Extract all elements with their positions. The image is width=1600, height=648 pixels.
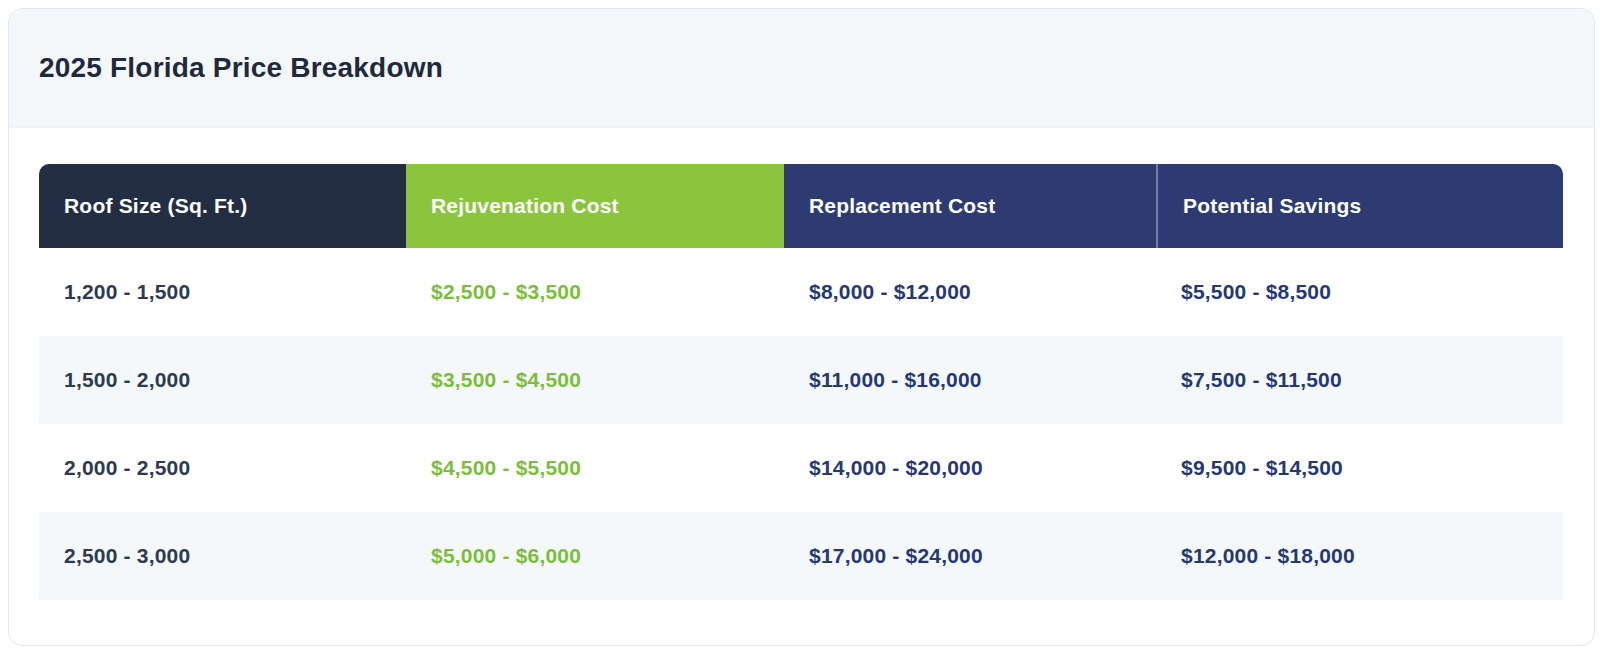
column-header-potential-savings: Potential Savings xyxy=(1156,164,1563,248)
cell-roof-size: 2,500 - 3,000 xyxy=(39,512,406,600)
cell-potential-savings: $9,500 - $14,500 xyxy=(1156,424,1563,512)
table-row: 1,200 - 1,500 $2,500 - $3,500 $8,000 - $… xyxy=(39,248,1563,336)
cell-rejuvenation-cost: $4,500 - $5,500 xyxy=(406,424,784,512)
table-row: 2,500 - 3,000 $5,000 - $6,000 $17,000 - … xyxy=(39,512,1563,600)
column-header-roof-size: Roof Size (Sq. Ft.) xyxy=(39,164,406,248)
price-breakdown-card: 2025 Florida Price Breakdown Roof Size (… xyxy=(8,8,1595,646)
cell-replacement-cost: $11,000 - $16,000 xyxy=(784,336,1156,424)
cell-roof-size: 1,500 - 2,000 xyxy=(39,336,406,424)
cell-rejuvenation-cost: $5,000 - $6,000 xyxy=(406,512,784,600)
column-header-rejuvenation-cost: Rejuvenation Cost xyxy=(406,164,784,248)
table-row: 1,500 - 2,000 $3,500 - $4,500 $11,000 - … xyxy=(39,336,1563,424)
cell-rejuvenation-cost: $3,500 - $4,500 xyxy=(406,336,784,424)
column-header-replacement-cost: Replacement Cost xyxy=(784,164,1156,248)
page: 2025 Florida Price Breakdown Roof Size (… xyxy=(0,0,1600,648)
card-body: Roof Size (Sq. Ft.) Rejuvenation Cost Re… xyxy=(9,128,1594,638)
cell-rejuvenation-cost: $2,500 - $3,500 xyxy=(406,248,784,336)
page-title: 2025 Florida Price Breakdown xyxy=(39,52,443,84)
cell-replacement-cost: $17,000 - $24,000 xyxy=(784,512,1156,600)
cell-potential-savings: $5,500 - $8,500 xyxy=(1156,248,1563,336)
cell-potential-savings: $7,500 - $11,500 xyxy=(1156,336,1563,424)
price-table: Roof Size (Sq. Ft.) Rejuvenation Cost Re… xyxy=(39,164,1563,600)
card-header: 2025 Florida Price Breakdown xyxy=(9,9,1594,128)
cell-roof-size: 1,200 - 1,500 xyxy=(39,248,406,336)
cell-potential-savings: $12,000 - $18,000 xyxy=(1156,512,1563,600)
cell-roof-size: 2,000 - 2,500 xyxy=(39,424,406,512)
cell-replacement-cost: $14,000 - $20,000 xyxy=(784,424,1156,512)
cell-replacement-cost: $8,000 - $12,000 xyxy=(784,248,1156,336)
table-row: 2,000 - 2,500 $4,500 - $5,500 $14,000 - … xyxy=(39,424,1563,512)
table-header-row: Roof Size (Sq. Ft.) Rejuvenation Cost Re… xyxy=(39,164,1563,248)
